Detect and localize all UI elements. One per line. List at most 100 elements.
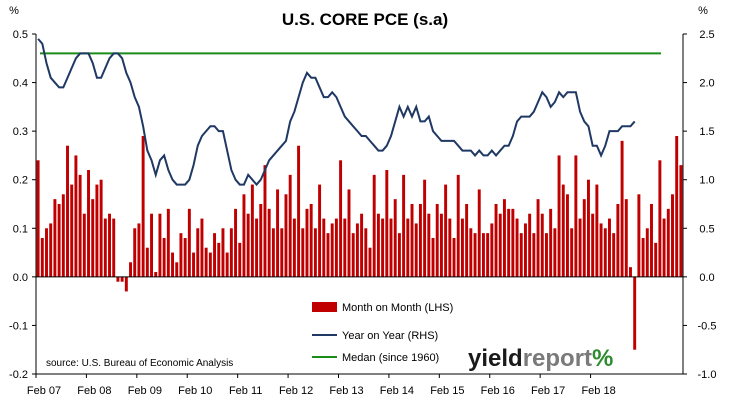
right-tick-label: 0.0 <box>699 272 714 284</box>
left-axis-unit: % <box>9 5 19 17</box>
mom-bar <box>238 242 242 277</box>
mom-bar <box>519 233 523 277</box>
mom-bar <box>183 238 187 277</box>
mom-bar <box>318 184 322 277</box>
legend-yoy-label: Year on Year (RHS) <box>342 330 438 342</box>
left-tick-label: 0.3 <box>13 126 28 138</box>
mom-bar <box>70 184 74 277</box>
mom-bar <box>381 218 385 277</box>
mom-bar <box>313 228 317 277</box>
mom-bar <box>347 189 351 277</box>
mom-bar <box>154 272 158 277</box>
mom-bar <box>540 213 544 277</box>
mom-bar <box>629 267 632 277</box>
mom-bar <box>658 160 662 277</box>
mom-bar <box>477 189 481 277</box>
mom-bar <box>330 223 334 277</box>
mom-bar <box>389 218 393 277</box>
mom-bar <box>40 238 44 277</box>
x-tick-label: Feb 15 <box>430 385 464 397</box>
mom-bar <box>141 136 145 277</box>
right-tick-label: 1.5 <box>699 126 714 138</box>
mom-bar <box>662 218 666 277</box>
mom-bar <box>402 174 406 277</box>
mom-bar <box>61 194 65 277</box>
mom-bar <box>334 218 338 277</box>
mom-bar <box>431 238 435 277</box>
mom-bar <box>108 213 111 277</box>
svg-text:yieldreport%: yieldreport% <box>468 345 613 372</box>
x-tick-label: Feb 17 <box>531 385 565 397</box>
mom-bar <box>343 218 347 277</box>
mom-bar <box>36 160 40 277</box>
mom-bar <box>666 208 670 277</box>
right-tick-label: 0.5 <box>699 223 714 235</box>
mom-bar <box>561 184 565 277</box>
mom-bar <box>74 155 78 277</box>
mom-bar <box>671 194 674 277</box>
mom-bar <box>221 228 225 277</box>
left-axis-ticks: -0.2 -0.1 0.0 0.1 0.2 0.3 0.4 0.5 <box>9 29 36 381</box>
mom-bar <box>49 223 53 277</box>
mom-bar <box>271 228 275 277</box>
yieldreport-logo: yieldreport% <box>468 345 613 372</box>
mom-bar <box>427 213 431 277</box>
mom-bar <box>603 228 607 277</box>
left-tick-label: 0.4 <box>13 78 28 90</box>
left-tick-label: 0.0 <box>13 272 28 284</box>
mom-bar <box>465 204 469 277</box>
legend-mom-swatch <box>312 302 337 312</box>
mom-bar <box>410 204 414 277</box>
mom-bar <box>133 228 137 277</box>
x-tick-label: Feb 07 <box>27 385 61 397</box>
yoy-line <box>37 38 636 187</box>
mom-bar <box>624 199 628 277</box>
left-tick-label: -0.2 <box>9 369 28 381</box>
mom-bar <box>124 276 128 292</box>
mom-bar <box>280 228 284 277</box>
mom-bar <box>196 228 200 277</box>
mom-bar <box>439 213 443 277</box>
right-tick-label: -0.5 <box>698 320 717 332</box>
mom-bar <box>150 213 154 277</box>
mom-bar <box>45 228 48 277</box>
mom-bar <box>486 233 490 277</box>
mom-bar <box>129 262 132 277</box>
mom-bar <box>456 174 460 277</box>
mom-bar <box>599 223 603 277</box>
mom-bar <box>351 233 355 277</box>
left-tick-label: 0.2 <box>13 175 28 187</box>
mom-bar <box>309 204 313 277</box>
mom-bar <box>192 252 196 277</box>
mom-bar <box>360 213 364 277</box>
mom-bar <box>473 233 477 277</box>
mom-bar <box>234 208 238 277</box>
right-axis-unit: % <box>698 5 708 17</box>
logo-percent: % <box>592 345 613 372</box>
mom-bar <box>608 218 611 277</box>
mom-bar <box>515 218 519 277</box>
mom-bar <box>82 213 86 277</box>
mom-bar <box>574 155 578 277</box>
right-tick-label: -1.0 <box>698 369 717 381</box>
right-axis-ticks: -1.0 -0.5 0.0 0.5 1.0 1.5 2.0 2.5 <box>683 29 716 381</box>
x-tick-label: Feb 11 <box>229 385 262 397</box>
mom-bar <box>650 204 653 277</box>
mom-bar <box>276 189 280 277</box>
mom-bar <box>116 276 120 282</box>
mom-bar <box>229 228 233 277</box>
x-tick-label: Feb 10 <box>178 385 212 397</box>
x-tick-label: Feb 12 <box>279 385 313 397</box>
mom-bar <box>368 247 372 277</box>
mom-bar <box>591 213 595 277</box>
mom-bar <box>187 208 191 277</box>
left-tick-label: -0.1 <box>9 320 28 332</box>
mom-bar <box>645 228 649 277</box>
mom-bar <box>364 228 368 277</box>
mom-bar <box>532 233 536 277</box>
x-axis-ticks: Feb 07 Feb 08 Feb 09 Feb 10 Feb 11 Feb 12 Feb … <box>27 374 616 397</box>
mom-bar <box>255 218 259 277</box>
legend-median-label: Medan (since 1960) <box>342 352 439 364</box>
mom-bar <box>523 223 527 277</box>
mom-bar <box>397 233 401 277</box>
